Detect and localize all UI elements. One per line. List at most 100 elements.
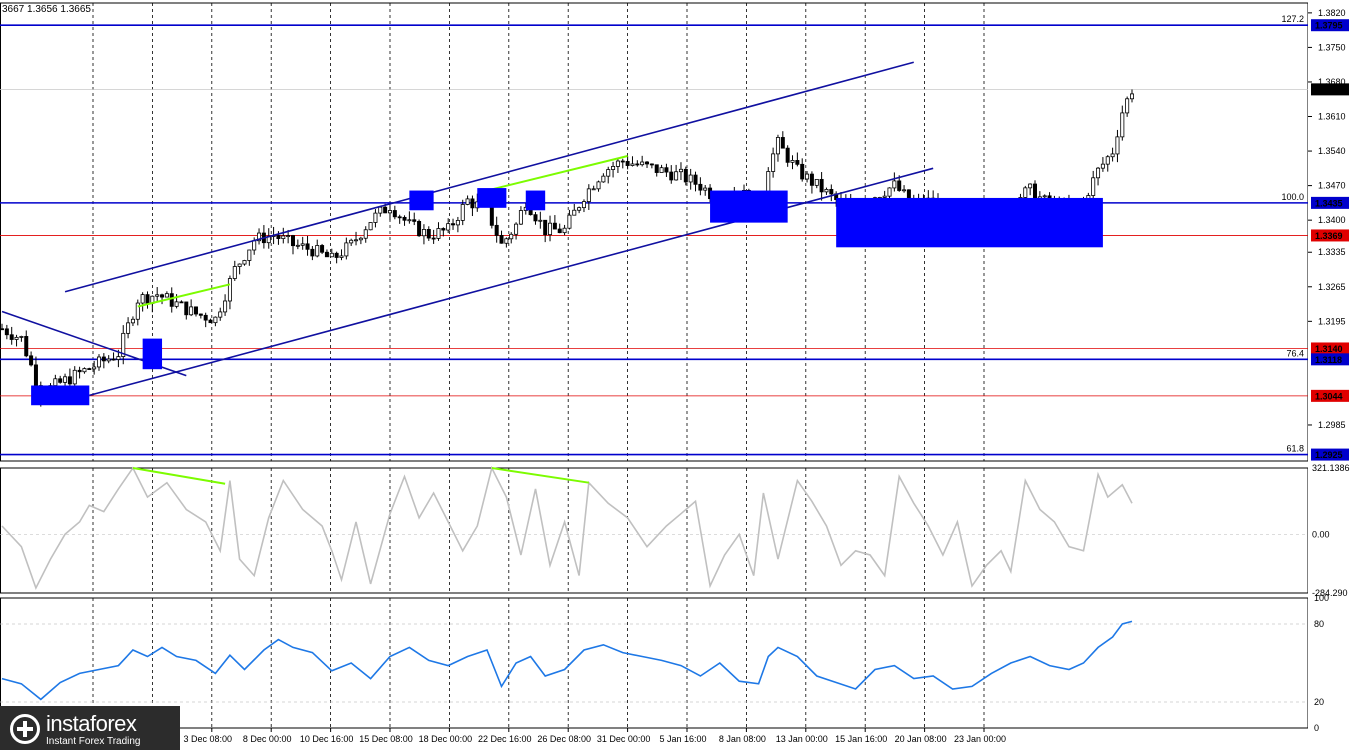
price-tag: [1311, 19, 1349, 32]
bullish-candle: [567, 214, 572, 229]
bullish-candle: [518, 210, 523, 225]
price-tag-label: 1.3435: [1315, 198, 1343, 208]
y-tick-label: 1.3610: [1318, 112, 1346, 122]
bearish-candle: [58, 378, 63, 383]
bullish-candle: [218, 311, 223, 318]
oscillator-tick-label: 0.00: [1312, 529, 1330, 539]
bearish-candle: [334, 252, 339, 258]
bearish-candle: [29, 355, 34, 366]
bullish-candle: [771, 153, 776, 172]
x-tick-label: 5 Jan 16:00: [659, 734, 706, 744]
bullish-candle: [514, 223, 519, 235]
bearish-candle: [383, 206, 388, 214]
bearish-candle: [645, 161, 650, 165]
oscillator-tick-label: -284.290: [1312, 588, 1348, 598]
bullish-candle: [1023, 187, 1028, 198]
bullish-candle: [606, 169, 611, 177]
bearish-candle: [111, 358, 116, 361]
bullish-candle: [1100, 163, 1105, 169]
bullish-candle: [824, 189, 829, 193]
bullish-candle: [237, 263, 242, 267]
price-tag: [1311, 229, 1349, 242]
bullish-candle: [300, 243, 305, 246]
y-tick-label: 1.3750: [1318, 42, 1346, 52]
bearish-candle: [0, 328, 4, 331]
bearish-candle: [290, 235, 295, 247]
zone-box: [142, 338, 163, 370]
bullish-candle: [596, 181, 601, 190]
bearish-candle: [795, 160, 800, 165]
bullish-candle: [892, 180, 897, 189]
bearish-candle: [829, 189, 834, 195]
bearish-candle: [179, 301, 184, 304]
bearish-candle: [276, 235, 281, 239]
bullish-candle: [1120, 112, 1125, 138]
x-tick-label: 8 Jan 08:00: [719, 734, 766, 744]
bullish-candle: [252, 240, 257, 251]
bullish-candle: [581, 201, 586, 209]
bearish-candle: [698, 183, 703, 191]
bearish-candle: [402, 216, 407, 221]
bullish-candle: [223, 300, 228, 313]
bearish-candle: [654, 164, 659, 173]
x-tick-label: 18 Dec 00:00: [419, 734, 473, 744]
bullish-candle: [329, 252, 334, 258]
bullish-candle: [1042, 195, 1047, 198]
bearish-candle: [324, 251, 329, 258]
channel-upper-line: [64, 61, 914, 293]
bullish-candle: [354, 239, 359, 242]
zone-box: [836, 197, 1103, 248]
bearish-candle: [33, 364, 38, 386]
rsi-tick-label: 20: [1314, 697, 1324, 707]
bullish-candle: [344, 242, 349, 257]
bearish-candle: [489, 204, 494, 226]
bullish-candle: [339, 255, 344, 258]
rsi-line: [1, 620, 1133, 701]
bullish-candle: [116, 356, 121, 360]
bullish-candle: [615, 160, 620, 167]
bullish-candle: [232, 266, 237, 279]
bullish-candle: [387, 210, 392, 214]
bearish-candle: [101, 356, 106, 362]
bearish-candle: [664, 167, 669, 173]
x-tick-label: 31 Dec 00:00: [597, 734, 651, 744]
y-tick-label: 1.3335: [1318, 247, 1346, 257]
bearish-candle: [533, 214, 538, 222]
bearish-candle: [543, 219, 548, 236]
bearish-candle: [67, 376, 72, 385]
bearish-candle: [193, 306, 198, 315]
bearish-candle: [169, 293, 174, 307]
y-tick-label: 1.3195: [1318, 316, 1346, 326]
bullish-candle: [678, 168, 683, 173]
bearish-candle: [635, 163, 640, 166]
bullish-candle: [286, 235, 291, 237]
bearish-candle: [693, 174, 698, 185]
bullish-candle: [126, 322, 131, 334]
bullish-candle: [407, 219, 412, 222]
zone-box: [525, 190, 546, 211]
bearish-candle: [87, 368, 92, 370]
bearish-candle: [552, 222, 557, 230]
divergence-line-price: [137, 283, 231, 308]
bearish-candle: [203, 314, 208, 321]
bullish-candle: [766, 171, 771, 194]
rsi-panel-frame: [0, 597, 1309, 729]
x-tick-label: 13 Jan 00:00: [776, 734, 828, 744]
bearish-candle: [620, 160, 625, 163]
bullish-candle: [455, 220, 460, 226]
price-tag: [1311, 83, 1349, 96]
bullish-candle: [368, 222, 373, 231]
bullish-candle: [164, 293, 169, 298]
price-tag-label: 1.3044: [1315, 391, 1343, 401]
bullish-candle: [640, 161, 645, 166]
bullish-candle: [465, 198, 470, 205]
bullish-candle: [601, 175, 606, 183]
bullish-candle: [572, 209, 577, 216]
price-tag-label: 1.3118: [1315, 355, 1342, 365]
bullish-candle: [703, 187, 708, 191]
bearish-candle: [470, 198, 475, 209]
y-tick-label: 1.3680: [1318, 77, 1346, 87]
bullish-candle: [135, 302, 140, 320]
y-tick-label: 1.3400: [1318, 215, 1346, 225]
bullish-candle: [281, 235, 286, 239]
